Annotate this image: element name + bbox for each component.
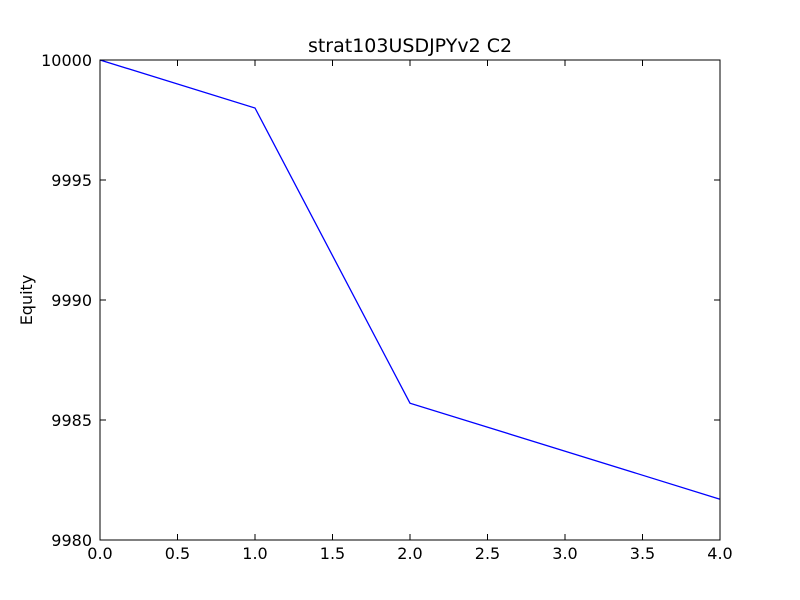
y-tick-label: 10000: [41, 51, 92, 70]
x-tick-label: 0.5: [165, 544, 190, 563]
plot-frame: [99, 59, 721, 541]
x-tick-label: 1.0: [242, 544, 267, 563]
x-tick-label: 4.0: [707, 544, 732, 563]
x-tick-label: 1.5: [320, 544, 345, 563]
chart-title: strat103USDJPYv2 C2: [308, 35, 512, 57]
y-tick-label: 9995: [51, 171, 92, 190]
x-tick-label: 2.0: [397, 544, 422, 563]
x-tick-label: 3.0: [552, 544, 577, 563]
x-tick-label: 0.0: [87, 544, 112, 563]
y-tick-label: 9980: [51, 531, 92, 550]
x-tick-label: 3.5: [630, 544, 655, 563]
series-line: [99, 59, 721, 500]
y-axis-label: Equity: [17, 275, 36, 326]
y-tick-label: 9985: [51, 411, 92, 430]
x-tick-label: 2.5: [475, 544, 500, 563]
y-tick-label: 9990: [51, 291, 92, 310]
plot-area: 0.0 0.5 1.0 1.5 2.0 2.5 3.0 3.5 4.0 9980 9985 9990 9…: [41, 51, 733, 563]
